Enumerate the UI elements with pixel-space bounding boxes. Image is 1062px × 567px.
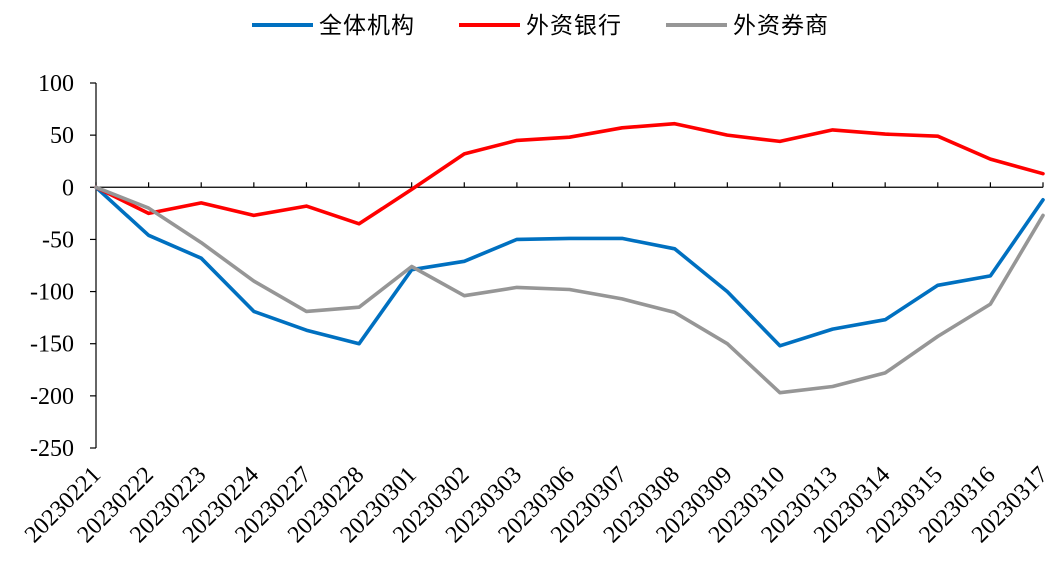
series-line-2 xyxy=(94,121,1045,226)
series-line-3 xyxy=(94,185,1045,395)
y-tick-label: -250 xyxy=(30,436,74,462)
legend-item: 全体机构 xyxy=(252,13,415,39)
y-tick-label: 0 xyxy=(62,175,74,201)
y-tick-label: -200 xyxy=(30,384,74,410)
y-tick-label: 50 xyxy=(50,123,74,149)
y-tick-label: -50 xyxy=(42,227,74,253)
legend-item: 外资券商 xyxy=(666,13,829,39)
series-lines xyxy=(94,121,1045,395)
y-tick-label: 100 xyxy=(38,71,74,97)
legend-label: 外资券商 xyxy=(733,13,829,39)
legend: 全体机构 外资银行 外资券商 xyxy=(252,13,829,39)
legend-label: 外资银行 xyxy=(526,13,622,39)
y-tick-label: -100 xyxy=(30,280,74,306)
y-tick-label: -150 xyxy=(30,332,74,358)
legend-label: 全体机构 xyxy=(319,13,415,39)
legend-item: 外资银行 xyxy=(459,13,622,39)
series-line-1 xyxy=(94,185,1045,348)
